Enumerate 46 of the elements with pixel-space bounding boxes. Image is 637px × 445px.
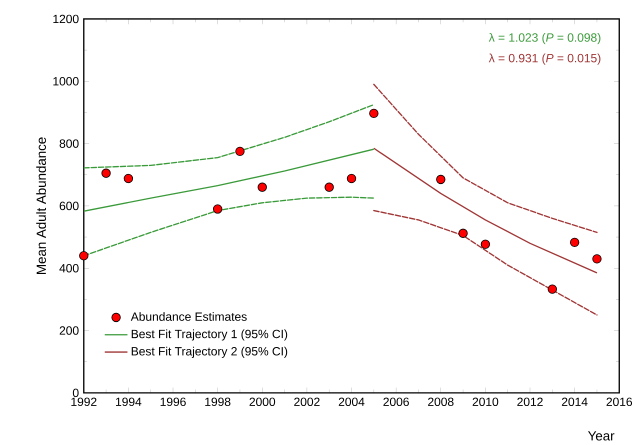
x-tick-label: 1994: [116, 398, 142, 406]
x-tick-label: 1992: [71, 398, 96, 406]
point: [592, 254, 602, 264]
y-tick-label: 1000: [53, 77, 79, 86]
point: [458, 228, 468, 238]
legend-label: Best Fit Trajectory 1 (95% CI): [132, 329, 288, 341]
line-series: [373, 84, 598, 234]
y-tick-label: 600: [60, 202, 79, 210]
legend-label: Best Fit Trajectory 2 (95% CI): [132, 346, 288, 358]
point: [79, 251, 88, 260]
point: [548, 284, 557, 294]
y-tick-label: 400: [59, 264, 79, 273]
x-tick-label: 2014: [562, 398, 588, 406]
line-series: [84, 104, 374, 169]
x-tick-label: 1996: [160, 398, 186, 406]
y-tick-label: 1200: [53, 14, 79, 24]
y-axis-title: Mean Adult Abundance: [36, 137, 46, 274]
line-series: [84, 148, 374, 212]
x-tick-label: 2002: [294, 398, 320, 406]
y-tick-label: 800: [60, 139, 79, 148]
x-tick-label: 2008: [428, 398, 454, 406]
annotation: λ = 1.023 (P = 0.098): [488, 33, 600, 44]
point: [212, 204, 222, 214]
x-tick-label: 2000: [250, 398, 276, 406]
point: [480, 240, 490, 249]
point: [570, 238, 580, 248]
x-tick-label: 2010: [472, 398, 498, 406]
x-tick-label: 2016: [606, 398, 632, 406]
point: [258, 182, 267, 192]
x-tick-label: 2012: [517, 398, 543, 406]
x-tick-label: 1998: [205, 398, 230, 406]
point: [235, 146, 245, 156]
line-series: [373, 148, 598, 274]
annotation: λ = 0.931 (P = 0.015): [488, 54, 600, 65]
y-tick-label: 200: [60, 326, 79, 335]
point: [346, 174, 356, 184]
point: [436, 174, 446, 184]
legend-label: Abundance Estimates: [130, 312, 247, 321]
point: [101, 168, 111, 178]
x-axis-title: Year: [588, 431, 614, 441]
point: [124, 174, 134, 184]
x-tick-label: 2004: [338, 398, 364, 406]
point: [324, 182, 334, 192]
y-tick-label: 0: [72, 388, 79, 398]
point: [369, 108, 378, 118]
x-tick-label: 2006: [383, 398, 409, 406]
